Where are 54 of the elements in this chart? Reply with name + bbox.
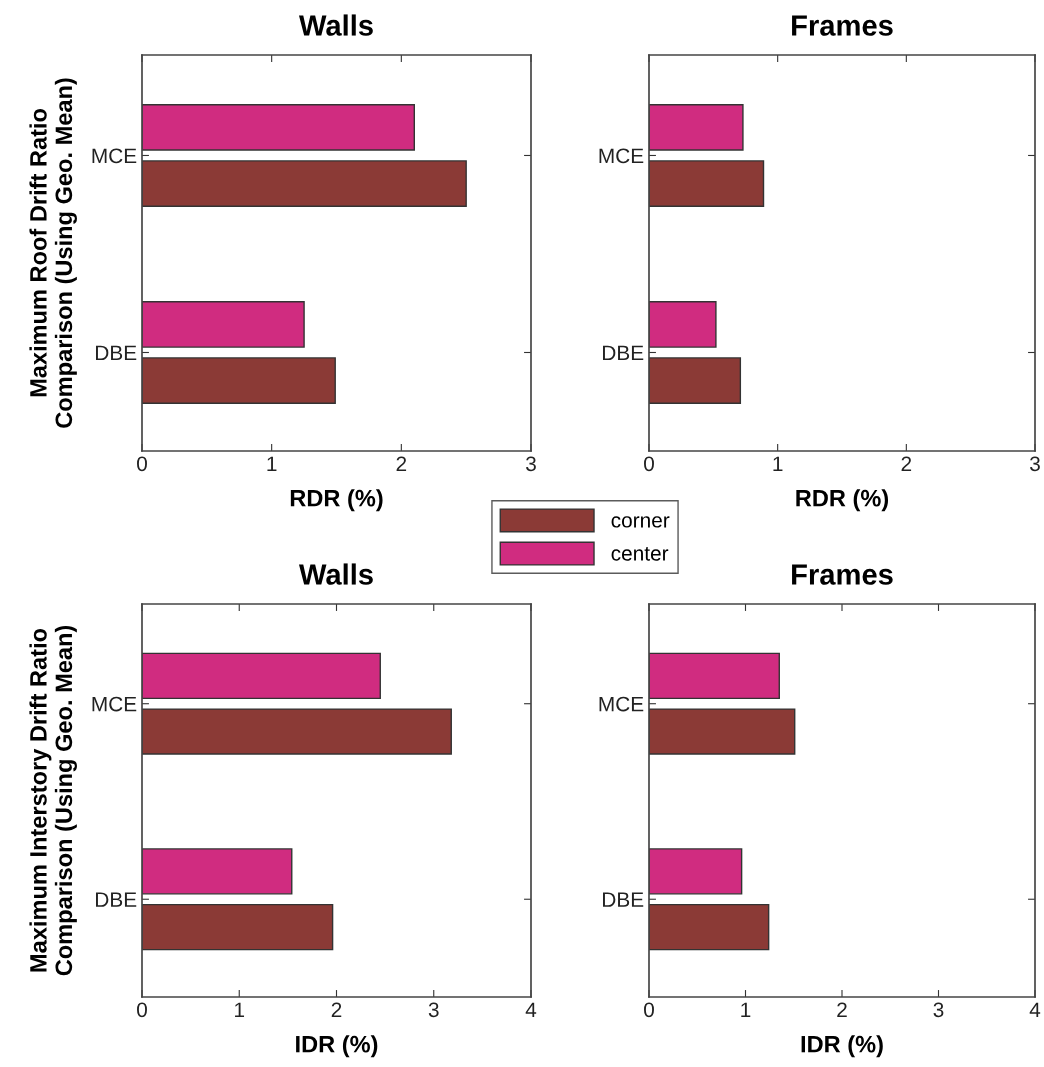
x-tick-label: 3 xyxy=(1030,456,1040,472)
bar xyxy=(142,301,305,348)
y-tick-label: DBE xyxy=(96,345,137,361)
chart-title: Walls xyxy=(298,14,373,36)
x-tick-label: 4 xyxy=(525,1002,537,1017)
x-tick-label: 0 xyxy=(137,1002,147,1018)
x-tick-label: 2 xyxy=(837,1002,847,1017)
bar xyxy=(649,104,744,151)
bar xyxy=(142,903,334,951)
x-axis-title: IDR (%) xyxy=(296,1035,378,1058)
x-axis-title: RDR (%) xyxy=(796,489,889,512)
y-tick-label: MCE xyxy=(92,696,137,712)
x-tick-label: 0 xyxy=(644,1002,654,1018)
y-tick-label: DBE xyxy=(603,345,644,361)
x-tick-label: 3 xyxy=(526,456,536,472)
y-axis-title: Maximum Roof Drift Ratio Comparison (Using Geo. Mean) xyxy=(29,78,77,428)
x-tick-label: 4 xyxy=(1029,1002,1041,1017)
y-tick-label: MCE xyxy=(599,696,644,712)
x-tick-label: 2 xyxy=(331,1002,342,1017)
bar xyxy=(142,652,381,700)
bar xyxy=(142,104,415,151)
y-tick-label: MCE xyxy=(599,148,644,164)
x-tick-label: 1 xyxy=(741,1002,751,1017)
bar xyxy=(649,848,743,895)
y-tick-label: DBE xyxy=(96,892,137,907)
x-tick-label: 2 xyxy=(901,456,912,471)
x-tick-label: 0 xyxy=(644,456,654,472)
chart-title: Walls xyxy=(298,563,373,585)
x-tick-label: 1 xyxy=(773,456,783,471)
bar xyxy=(142,160,467,207)
y-tick-label: DBE xyxy=(603,892,644,907)
x-axis-title: RDR (%) xyxy=(290,489,383,512)
y-tick-label: MCE xyxy=(92,148,137,164)
bar xyxy=(142,848,293,895)
x-tick-label: 1 xyxy=(267,456,277,471)
chart-title: Frames xyxy=(792,564,893,585)
bar xyxy=(142,708,452,755)
bar xyxy=(649,160,765,207)
bar xyxy=(649,708,796,755)
legend-label: center xyxy=(611,547,669,561)
bar xyxy=(649,903,770,951)
bar xyxy=(142,357,336,404)
bar xyxy=(649,301,717,348)
y-axis-title: Maximum Interstory Drift Ratio Comparison (Using Geo. Mean) xyxy=(29,625,77,976)
bar xyxy=(649,357,742,404)
x-tick-label: 2 xyxy=(396,456,407,471)
bar xyxy=(649,652,780,700)
x-tick-label: 3 xyxy=(933,1002,944,1018)
x-axis-title: IDR (%) xyxy=(801,1035,883,1058)
chart-title: Frames xyxy=(792,15,893,36)
x-tick-label: 0 xyxy=(137,456,147,472)
x-tick-label: 3 xyxy=(428,1002,439,1018)
x-tick-label: 1 xyxy=(235,1002,245,1017)
legend-label: corner xyxy=(611,516,670,528)
